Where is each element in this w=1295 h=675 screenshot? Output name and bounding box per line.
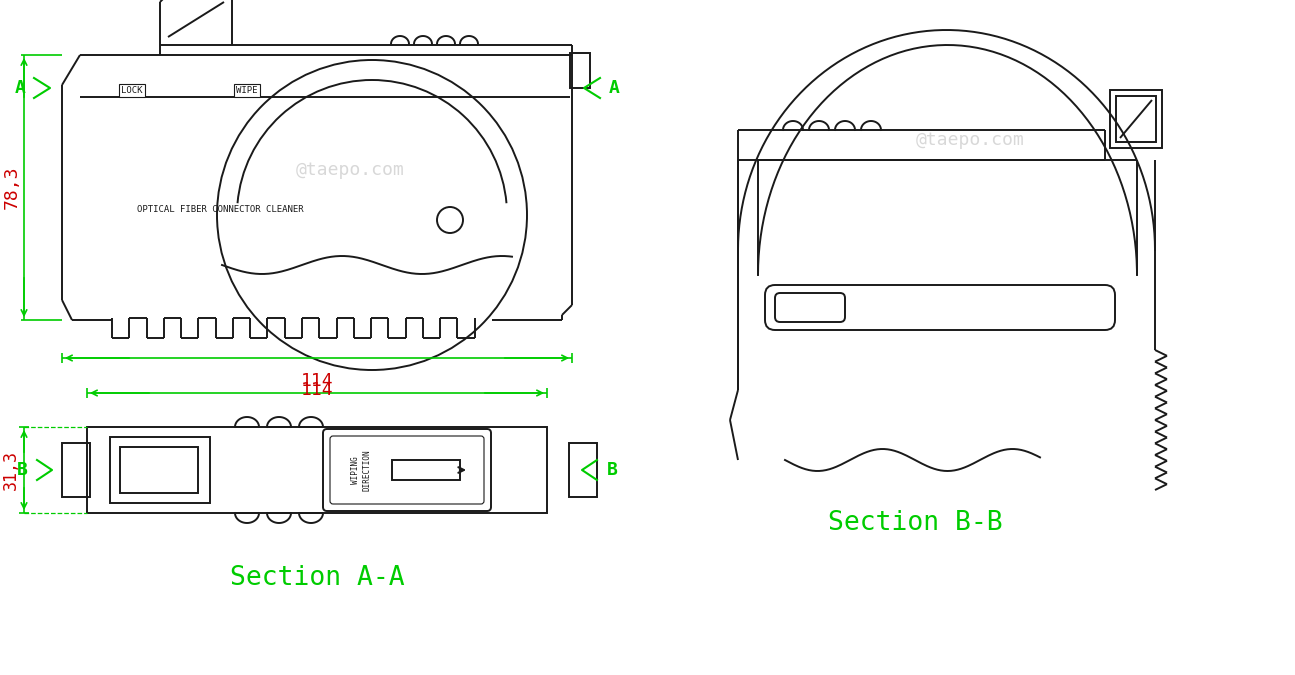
FancyBboxPatch shape [322, 429, 491, 511]
Text: WIPE: WIPE [236, 86, 258, 95]
FancyBboxPatch shape [774, 293, 846, 322]
Text: OPTICAL FIBER CONNECTOR CLEANER: OPTICAL FIBER CONNECTOR CLEANER [137, 205, 303, 215]
Bar [87, 427, 546, 513]
Bar [570, 53, 591, 88]
Text: Section B-B: Section B-B [828, 510, 1002, 536]
Bar [1110, 90, 1162, 148]
Text: WIPING: WIPING [351, 456, 360, 484]
Text: A: A [14, 79, 26, 97]
FancyBboxPatch shape [330, 436, 484, 504]
Text: @taepo.com: @taepo.com [295, 161, 404, 179]
Bar [1116, 96, 1156, 142]
Text: A: A [609, 79, 619, 97]
Text: 78,3: 78,3 [3, 166, 21, 209]
Text: B: B [17, 461, 27, 479]
FancyBboxPatch shape [765, 285, 1115, 330]
Text: 31,3: 31,3 [3, 450, 19, 490]
Text: LOCK: LOCK [122, 86, 142, 95]
Text: DIRECTION: DIRECTION [363, 449, 372, 491]
Bar [569, 443, 597, 497]
Text: 114: 114 [300, 372, 333, 390]
Text: Section A-A: Section A-A [229, 565, 404, 591]
Text: B: B [606, 461, 618, 479]
Bar [120, 447, 198, 493]
Bar [110, 437, 210, 503]
Text: 114: 114 [300, 381, 333, 399]
Bar [62, 443, 89, 497]
Text: @taepo.com: @taepo.com [916, 131, 1024, 149]
Bar [392, 460, 460, 480]
